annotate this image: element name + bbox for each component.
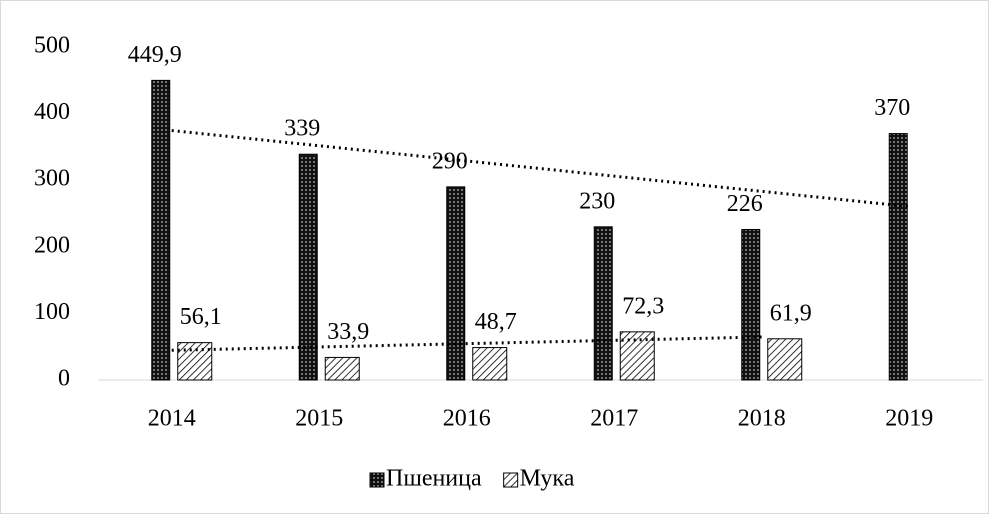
data-label: 72,3 — [622, 293, 664, 319]
y-tick-label: 300 — [34, 166, 70, 192]
bar — [593, 226, 613, 381]
bar — [472, 347, 508, 381]
bar — [151, 79, 171, 381]
x-tick-label: 2015 — [295, 406, 343, 432]
data-label: 339 — [284, 116, 320, 142]
legend-swatch — [503, 472, 519, 488]
bar — [446, 186, 466, 381]
data-label: 449,9 — [128, 42, 182, 68]
x-tick-label: 2017 — [590, 406, 638, 432]
y-tick-label: 100 — [34, 299, 70, 325]
y-tick-label: 500 — [34, 33, 70, 59]
bar — [888, 133, 908, 381]
data-label: 33,9 — [327, 319, 369, 345]
bar — [619, 331, 655, 381]
data-label: 226 — [727, 191, 763, 217]
data-label: 230 — [579, 188, 615, 214]
x-tick-label: 2014 — [148, 406, 196, 432]
data-label: 48,7 — [475, 309, 517, 335]
data-label: 61,9 — [770, 300, 812, 326]
bar — [741, 228, 761, 381]
legend-label: Пшеница — [386, 466, 482, 492]
data-label: 56,1 — [180, 304, 222, 330]
bar — [767, 338, 803, 381]
y-tick-label: 0 — [58, 366, 70, 392]
y-tick-label: 200 — [34, 232, 70, 258]
legend-label: Мука — [520, 466, 575, 492]
data-label: 370 — [874, 95, 910, 121]
x-tick-label: 2018 — [738, 406, 786, 432]
legend-swatch — [369, 472, 385, 488]
bar — [298, 153, 318, 381]
y-tick-label: 400 — [34, 99, 70, 125]
bar — [324, 356, 360, 381]
bar — [177, 342, 213, 381]
trend-line — [171, 335, 762, 352]
x-tick-label: 2016 — [443, 406, 491, 432]
data-label: 290 — [432, 148, 468, 174]
x-tick-label: 2019 — [885, 406, 933, 432]
